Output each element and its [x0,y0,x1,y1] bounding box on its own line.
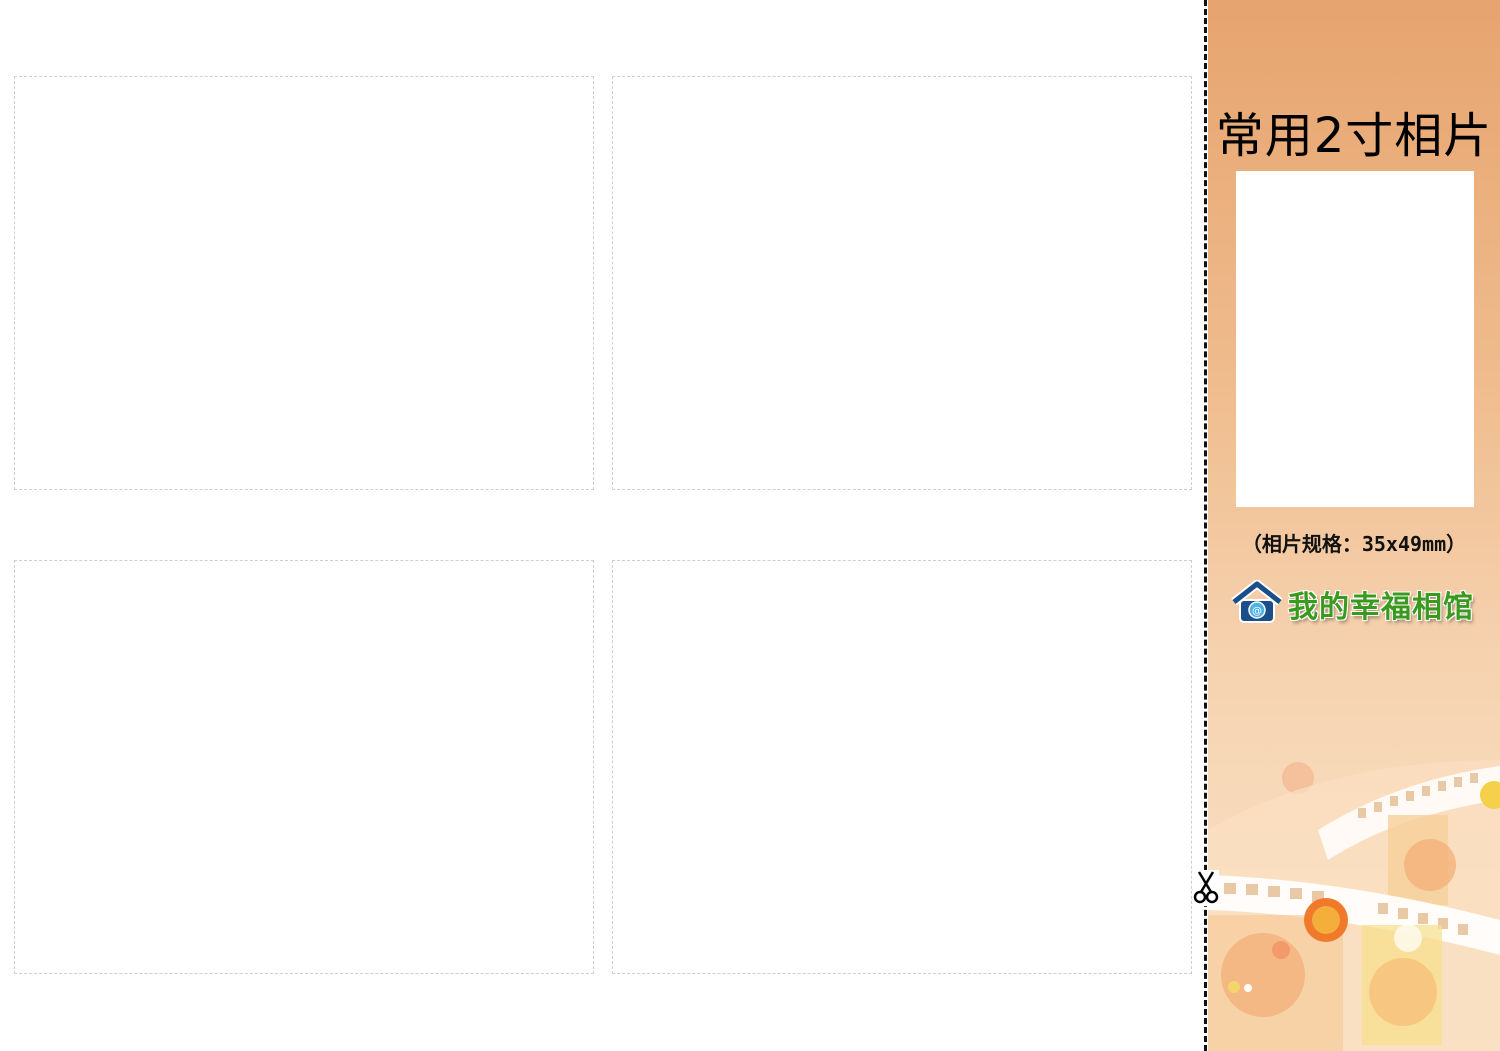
photo-slot-2[interactable] [612,76,1192,490]
panel-title: 常用2寸相片 [1215,108,1493,164]
film-strip-decoration [1208,760,1500,1051]
photo-spec-label: （相片规格：35x49mm） [1241,532,1467,556]
cut-line [1204,0,1207,1051]
photo-slot-4[interactable] [612,560,1192,974]
photo-slot-1[interactable] [14,76,594,490]
photo-slot-3[interactable] [14,560,594,974]
svg-text:@: @ [1252,606,1262,617]
house-icon: @ [1231,580,1283,623]
side-panel: 常用2寸相片 （相片规格：35x49mm） @ 我的幸福相馆 [1208,0,1500,1051]
sample-photo-frame[interactable] [1236,171,1474,507]
brand-logo: @ 我的幸福相馆 [1230,580,1490,626]
brand-name: 我的幸福相馆 [1288,590,1474,625]
scissors-icon [1193,870,1219,906]
